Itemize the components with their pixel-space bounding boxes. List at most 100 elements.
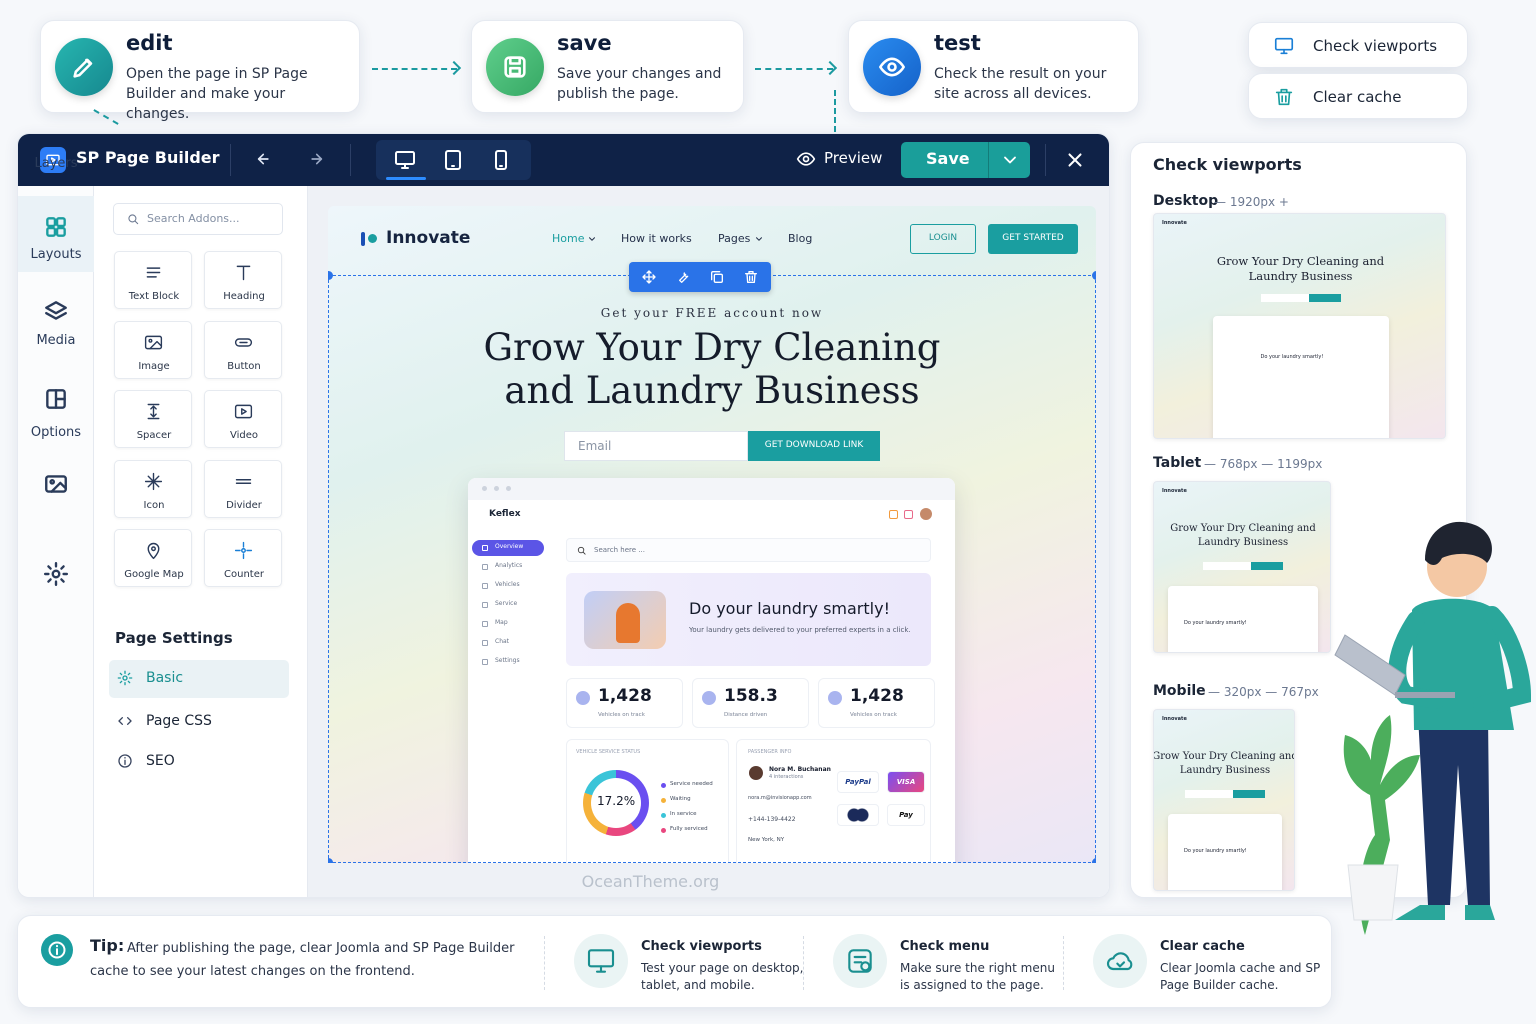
passenger-avatar <box>749 766 763 780</box>
icon-part <box>588 237 596 241</box>
quick-action[interactable]: Check viewports <box>1248 22 1468 68</box>
cta-button[interactable]: GET STARTED <box>988 224 1078 254</box>
settings-icon <box>117 753 133 769</box>
login-button[interactable]: LOGIN <box>910 224 976 254</box>
email-input[interactable]: Email <box>564 431 748 461</box>
stat-check <box>576 691 590 705</box>
redo-button[interactable] <box>303 148 325 170</box>
addon-tile[interactable]: Divider <box>204 459 282 518</box>
nav-link[interactable]: Home <box>552 232 585 245</box>
legend-dot <box>661 798 666 803</box>
settings-item[interactable]: Basic <box>146 670 184 686</box>
addon-label: Button <box>227 360 261 372</box>
settings-item[interactable]: Page CSS <box>146 713 212 729</box>
addon-tile[interactable]: Google Map <box>114 529 192 587</box>
save-button[interactable]: Save <box>901 142 1030 178</box>
thumb-logo: Innovate <box>1162 220 1187 226</box>
settings-item[interactable]: SEO <box>146 753 175 769</box>
icon-part <box>802 155 810 163</box>
addon-tile[interactable]: Counter <box>204 529 282 587</box>
stat-value: 1,428 <box>850 686 904 706</box>
addon-icon <box>143 401 164 422</box>
payment-badge: PayPal <box>837 771 879 793</box>
addon-tile[interactable]: Spacer <box>114 390 192 448</box>
thumb-form <box>1260 294 1341 302</box>
brand-glyph <box>45 152 61 168</box>
icon-part <box>887 62 897 72</box>
step-glyph <box>878 53 906 81</box>
legend-label: Service needed <box>670 781 713 787</box>
addon-tile[interactable]: Video <box>204 390 282 448</box>
rail-icon[interactable] <box>43 214 69 240</box>
device-button[interactable] <box>489 148 513 172</box>
icon-part <box>1004 156 1016 164</box>
thumb-headline: Grow Your Dry Cleaning and Laundry Busin… <box>1216 254 1385 283</box>
device-button[interactable] <box>441 148 465 172</box>
addon-tile[interactable]: Button <box>204 320 282 379</box>
tip-item-title: Check menu <box>900 939 990 954</box>
addon-tile[interactable]: Heading <box>204 251 282 309</box>
viewport-name: Desktop <box>1153 193 1219 209</box>
icon-part <box>401 163 409 169</box>
stat-label: Vehicles on track <box>598 712 645 718</box>
rail-icon[interactable] <box>43 471 69 497</box>
rail-icon[interactable] <box>43 561 69 587</box>
passenger-name: Nora M. Buchanan <box>769 766 831 773</box>
nav-link[interactable]: Pages <box>718 232 751 245</box>
icon-part <box>495 150 507 170</box>
icon-part <box>679 272 689 283</box>
dash-menu-item: Map <box>495 619 508 626</box>
rail-icon[interactable] <box>43 386 69 412</box>
icon-part <box>395 151 415 165</box>
section-action[interactable] <box>641 269 657 285</box>
icon-part <box>50 481 67 493</box>
icon-part <box>234 541 253 560</box>
icon-part <box>118 717 132 725</box>
icon-part <box>495 150 507 170</box>
preview-button[interactable]: Preview <box>796 148 886 172</box>
section-action[interactable] <box>675 269 691 285</box>
icon-part <box>1275 88 1293 106</box>
undo-button[interactable] <box>255 148 277 170</box>
nav-link[interactable]: Blog <box>788 232 813 245</box>
icon-part <box>55 226 66 237</box>
save-menu <box>1000 150 1020 170</box>
addon-tile[interactable]: Icon <box>114 459 192 518</box>
donut-hole <box>591 778 641 828</box>
section-action[interactable] <box>709 269 725 285</box>
icon-part <box>45 475 67 493</box>
rail-label: Layers <box>34 156 78 171</box>
menu-dot <box>482 621 488 627</box>
addon-tile[interactable]: Text Block <box>114 251 192 309</box>
icon-part <box>128 214 137 223</box>
icon-part <box>848 949 872 973</box>
download-button[interactable]: GET DOWNLOAD LINK <box>748 431 880 461</box>
device-button[interactable] <box>393 148 417 172</box>
icon-part <box>755 237 763 241</box>
section-toolbar <box>629 262 771 292</box>
close-button[interactable] <box>1064 149 1086 171</box>
icon-part <box>85 58 92 65</box>
icon-part <box>509 66 521 76</box>
thumb-logo: Innovate <box>1162 716 1187 722</box>
banner-title: Do your laundry smartly! <box>689 599 890 618</box>
mastercard <box>837 804 879 826</box>
rail-icon[interactable] <box>43 298 69 324</box>
quick-label: Clear cache <box>1313 88 1402 106</box>
icon-part <box>1068 153 1082 167</box>
nav-link[interactable]: How it works <box>621 232 692 245</box>
stat-card: 158.3 Distance driven <box>692 678 809 728</box>
search-placeholder: Search Addons... <box>147 212 240 225</box>
tip-item-text: Test your page on desktop, tablet, and m… <box>641 961 804 992</box>
section-action[interactable] <box>743 269 759 285</box>
icon-part <box>122 675 128 681</box>
icon-part <box>45 475 67 493</box>
quick-label: Check viewports <box>1313 37 1438 55</box>
addon-search[interactable]: Search Addons... <box>113 203 283 235</box>
addon-tile[interactable]: Image <box>114 320 192 379</box>
dash-menu-item: Analytics <box>495 562 523 569</box>
icon-part <box>235 478 252 484</box>
addon-icon <box>143 540 164 561</box>
quick-action[interactable]: Clear cache <box>1248 73 1468 119</box>
icon-part <box>257 153 269 165</box>
